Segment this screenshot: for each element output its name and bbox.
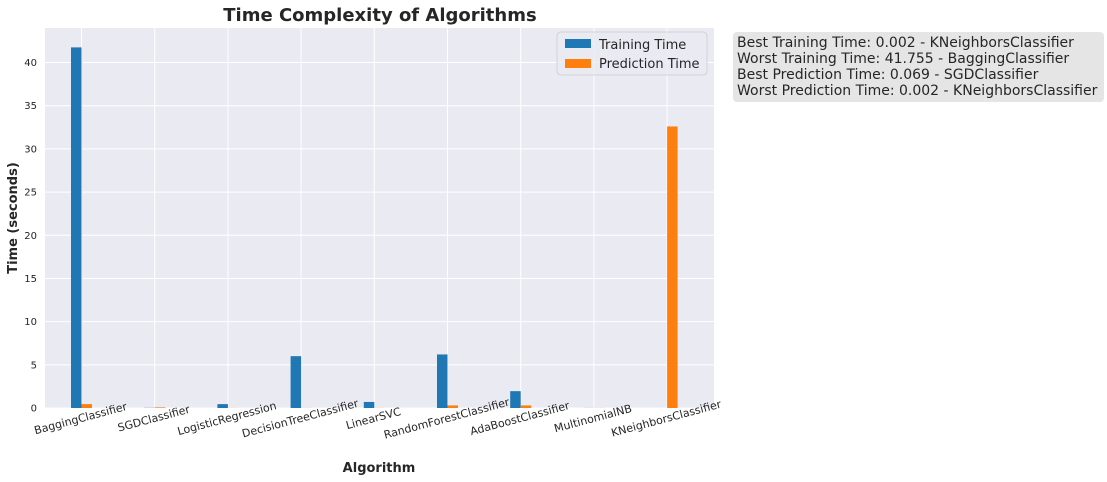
annotation-line: Worst Prediction Time: 0.002 - KNeighbor…: [737, 83, 1098, 99]
bars: [71, 47, 678, 409]
plot-area: [45, 28, 714, 408]
y-tick-label: 10: [24, 317, 37, 328]
y-tick-label: 35: [24, 101, 37, 112]
y-tick-labels: 0 5 10 15 20 25 30 35 40: [24, 58, 37, 414]
bar-prediction-time: [520, 405, 532, 408]
bar-prediction-time: [154, 407, 166, 408]
bar-training-time: [363, 401, 375, 408]
bar-training-time: [290, 356, 302, 408]
legend-swatch-training: [565, 39, 591, 48]
annotation-line: Best Training Time: 0.002 - KNeighborsCl…: [737, 35, 1074, 51]
x-axis-label: Algorithm: [343, 461, 416, 476]
annotation-line: Best Prediction Time: 0.069 - SGDClassif…: [737, 67, 1039, 83]
bar-prediction-time: [81, 404, 92, 408]
y-tick-label: 5: [31, 360, 37, 371]
y-axis-label: Time (seconds): [6, 162, 21, 274]
y-tick-label: 15: [24, 274, 37, 285]
bar-training-time: [71, 47, 82, 408]
chart-title: Time Complexity of Algorithms: [223, 5, 536, 26]
bar-prediction-time: [447, 405, 458, 408]
bar-training-time: [510, 391, 521, 408]
bar-training-time: [437, 354, 448, 408]
bar-training-time: [217, 404, 228, 408]
y-tick-label: 20: [24, 231, 37, 242]
legend-label-training: Training Time: [598, 38, 686, 53]
annotation-line: Worst Training Time: 41.755 - BaggingCla…: [737, 51, 1070, 67]
legend: Training Time Prediction Time: [556, 31, 708, 76]
y-tick-label: 25: [24, 188, 37, 199]
y-tick-label: 40: [24, 58, 37, 69]
legend-label-prediction: Prediction Time: [599, 57, 700, 72]
y-tick-label: 0: [31, 404, 37, 415]
y-tick-label: 30: [24, 144, 37, 155]
bar-prediction-time: [667, 126, 678, 409]
legend-swatch-prediction: [565, 59, 591, 68]
legend-box: [556, 31, 708, 76]
summary-annotation: Best Training Time: 0.002 - KNeighborsCl…: [733, 32, 1104, 102]
